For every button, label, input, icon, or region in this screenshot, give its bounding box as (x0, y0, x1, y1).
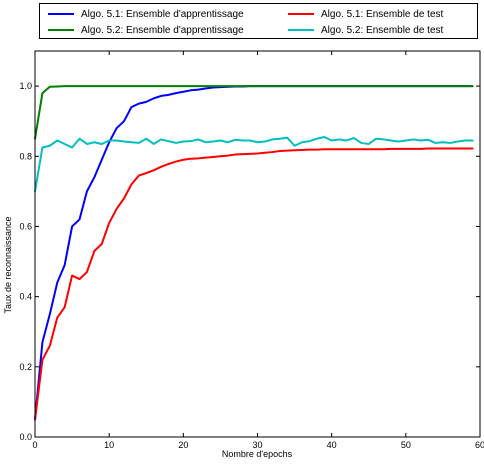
legend-swatch (288, 29, 314, 31)
legend-item: Algo. 5.2: Ensemble de test (288, 22, 443, 38)
legend-item: Algo. 5.1: Ensemble d'apprentissage (48, 6, 244, 22)
x-tick-label: 30 (252, 440, 262, 450)
legend-label: Algo. 5.1: Ensemble de test (321, 8, 444, 20)
series-line-2 (34, 147, 474, 421)
series-line-4 (34, 135, 474, 193)
legend-label: Algo. 5.2: Ensemble d'apprentissage (81, 24, 244, 36)
legend-label: Algo. 5.2: Ensemble de test (321, 24, 444, 36)
y-tick-label: 0.6 (19, 221, 32, 231)
series-line-1 (34, 85, 474, 421)
x-tick-label: 0 (32, 440, 37, 450)
x-tick-label: 60 (475, 440, 484, 450)
legend-swatch (48, 29, 74, 31)
x-tick-label: 10 (104, 440, 114, 450)
y-tick-label: 0.4 (19, 292, 32, 302)
x-tick-label: 50 (401, 440, 411, 450)
y-tick-label: 0.0 (19, 432, 32, 442)
legend-label: Algo. 5.1: Ensemble d'apprentissage (81, 8, 244, 20)
legend-item: Algo. 5.2: Ensemble d'apprentissage (48, 22, 244, 38)
series-line-3 (34, 85, 474, 140)
legend: Algo. 5.1: Ensemble d'apprentissage Algo… (39, 3, 478, 39)
y-axis-label: Taux de reconnaissance (3, 216, 13, 313)
legend-swatch (288, 13, 314, 15)
x-tick-label: 20 (178, 440, 188, 450)
y-tick-label: 1.0 (19, 81, 32, 91)
axes: 0 10 20 30 40 50 60 0.0 0.2 0.4 0.6 0.8 1.0 (19, 50, 484, 450)
x-axis-label: Nombre d'epochs (222, 449, 293, 459)
legend-item: Algo. 5.1: Ensemble de test (288, 6, 443, 22)
legend-swatch (48, 13, 74, 15)
x-tick-label: 40 (327, 440, 337, 450)
y-tick-label: 0.2 (19, 362, 32, 372)
plot-area (34, 85, 474, 421)
y-tick-label: 0.8 (19, 151, 32, 161)
